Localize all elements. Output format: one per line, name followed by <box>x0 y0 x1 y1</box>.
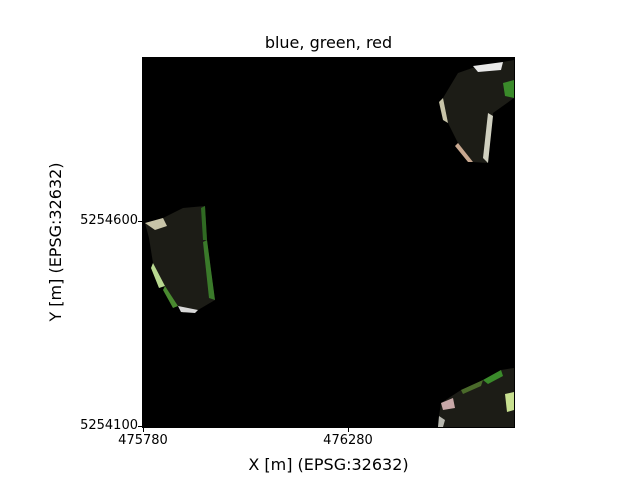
y-tick-mark-5254600 <box>138 221 143 222</box>
y-axis-label: Y [m] (EPSG:32632) <box>46 162 65 322</box>
raster-image <box>142 57 515 428</box>
x-tick-mark-475780 <box>143 427 144 432</box>
y-tick-label-5254100: 5254100 <box>80 418 138 433</box>
x-tick-mark-476280 <box>348 427 349 432</box>
plot-title: blue, green, red <box>264 33 393 52</box>
x-axis-label: X [m] (EPSG:32632) <box>248 455 409 474</box>
field-patch-bottom-right <box>438 368 514 427</box>
y-tick-label-5254600: 5254600 <box>80 213 138 228</box>
x-tick-label-476280: 476280 <box>323 433 373 448</box>
raster-svg <box>143 58 514 427</box>
x-tick-label-475780: 475780 <box>118 433 168 448</box>
field-patch-top-right <box>439 60 514 163</box>
y-tick-mark-5254100 <box>138 426 143 427</box>
field-patch-left <box>145 206 215 313</box>
